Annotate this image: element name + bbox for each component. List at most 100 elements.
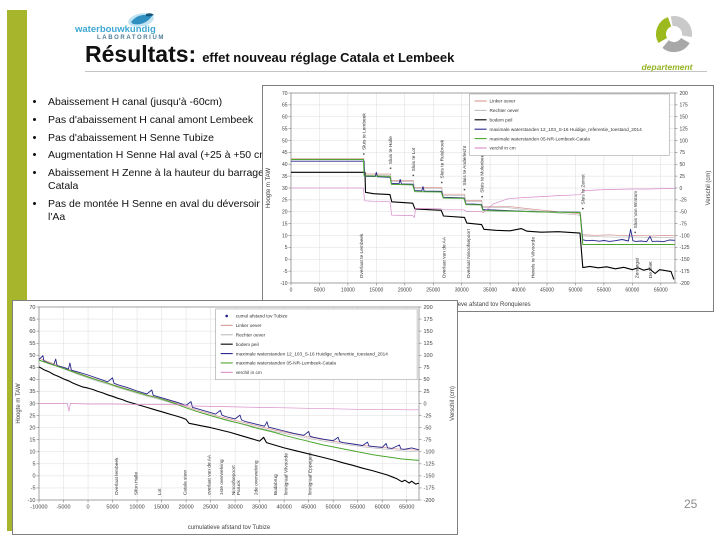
departement-logo-icon <box>656 16 692 53</box>
svg-text:-100: -100 <box>680 233 690 239</box>
bottom-chart: -10000 -5000 0 5000 10000 15000 20000 25000 3000… <box>16 305 456 531</box>
svg-text:Hoogte m TAW: Hoogte m TAW <box>16 383 22 424</box>
departement-logo-caption: departement <box>641 62 693 72</box>
svg-text:-25: -25 <box>424 413 432 419</box>
page-title-main: Résultats: <box>85 41 197 67</box>
svg-text:Sifon Halle: Sifon Halle <box>134 472 140 496</box>
svg-text:Sluis te Lembeek: Sluis te Lembeek <box>361 113 367 150</box>
bullet-list: Abaissement H canal (jusqu'à -60cm) Pas … <box>32 96 276 228</box>
svg-text:25: 25 <box>282 198 288 204</box>
svg-text:1ste overwelving: 1ste overwelving <box>219 459 225 495</box>
svg-text:25: 25 <box>424 389 430 395</box>
svg-text:0: 0 <box>285 257 288 263</box>
header-divider <box>85 71 707 72</box>
svg-text:60: 60 <box>282 115 288 121</box>
svg-text:0: 0 <box>680 186 683 192</box>
waterbouwkundig-logo-icon <box>128 13 154 27</box>
page-number: 25 <box>684 497 698 511</box>
svg-text:-75: -75 <box>680 221 687 227</box>
waterbouwkundig-logo-text: waterbouwkundig <box>75 24 156 35</box>
svg-text:Paruck: Paruck <box>236 480 242 496</box>
svg-text:30000: 30000 <box>227 505 242 511</box>
svg-text:60000: 60000 <box>625 288 639 294</box>
svg-text:175: 175 <box>680 103 689 109</box>
svg-text:overlaat van de AA: overlaat van de AA <box>206 454 212 495</box>
svg-text:30: 30 <box>29 401 35 407</box>
svg-text:25000: 25000 <box>426 288 440 294</box>
svg-text:Rechter oever: Rechter oever <box>236 332 266 337</box>
top-chart: 0 5000 10000 15000 20000 25000 30000 35000 40000… <box>266 91 712 308</box>
bottom-chart-panel: -10000 -5000 0 5000 10000 15000 20000 25000 3000… <box>12 300 458 535</box>
svg-text:50000: 50000 <box>568 288 582 294</box>
svg-text:30000: 30000 <box>455 288 469 294</box>
svg-text:Budabrug: Budabrug <box>273 474 279 495</box>
svg-text:Overlaat te Lembeek: Overlaat te Lembeek <box>359 233 365 278</box>
svg-text:-10: -10 <box>280 281 287 287</box>
svg-text:65: 65 <box>282 103 288 109</box>
svg-text:25: 25 <box>29 413 35 419</box>
svg-text:150: 150 <box>424 329 433 335</box>
svg-text:10: 10 <box>29 450 35 456</box>
svg-text:45000: 45000 <box>301 505 316 511</box>
svg-text:45000: 45000 <box>540 288 554 294</box>
svg-text:0: 0 <box>87 505 90 511</box>
page-title-sub: effet nouveau réglage Catala et Lembeek <box>202 50 455 65</box>
svg-text:-75: -75 <box>424 437 432 443</box>
svg-text:35000: 35000 <box>483 288 497 294</box>
svg-text:20000: 20000 <box>178 505 193 511</box>
svg-text:100: 100 <box>680 138 689 144</box>
svg-text:Linker oever: Linker oever <box>236 323 262 328</box>
svg-text:maximale waterstanden 05-NR-Le: maximale waterstanden 05-NR-Lembeek-Cata… <box>236 361 337 366</box>
svg-text:10000: 10000 <box>341 288 355 294</box>
svg-text:Catala stuw: Catala stuw <box>183 470 189 496</box>
svg-text:15000: 15000 <box>369 288 383 294</box>
svg-text:40000: 40000 <box>277 505 292 511</box>
svg-text:50000: 50000 <box>326 505 341 511</box>
svg-text:55: 55 <box>29 341 35 347</box>
svg-text:Sluis te Lot: Sluis te Lot <box>411 147 417 171</box>
svg-text:10: 10 <box>282 233 288 239</box>
svg-text:-10: -10 <box>28 498 36 504</box>
svg-text:Ninoofsepoort: Ninoofsepoort <box>231 465 237 496</box>
svg-text:Sluis te Halle: Sluis te Halle <box>388 136 394 164</box>
top-chart-panel: 0 5000 10000 15000 20000 25000 30000 35000 40000… <box>262 85 714 312</box>
svg-text:65000: 65000 <box>654 288 668 294</box>
svg-text:40: 40 <box>29 377 35 383</box>
bullet-item: Pas d'abaissement H canal amont Lembeek <box>46 114 276 127</box>
svg-text:Sluis Van Wintam: Sluis Van Wintam <box>633 191 639 229</box>
laboratorium-logo-text: LABORATORIUM <box>97 35 165 41</box>
svg-text:150: 150 <box>680 115 689 121</box>
svg-text:0: 0 <box>424 401 427 407</box>
svg-text:verchil in cm: verchil in cm <box>236 370 262 375</box>
svg-text:35: 35 <box>282 174 288 180</box>
svg-text:-5: -5 <box>283 269 288 275</box>
bullet-item: Pas d'abaissement H Senne Tubize <box>46 132 276 145</box>
svg-text:175: 175 <box>424 317 433 323</box>
svg-text:-200: -200 <box>680 281 690 287</box>
svg-text:50: 50 <box>282 138 288 144</box>
svg-text:65: 65 <box>29 317 35 323</box>
svg-text:Overlaat lembeek: Overlaat lembeek <box>114 457 120 495</box>
svg-text:25000: 25000 <box>203 505 218 511</box>
svg-text:50: 50 <box>680 162 686 168</box>
svg-text:Overlaat Ninoofsepoort: Overlaat Ninoofsepoort <box>466 228 472 278</box>
svg-text:65000: 65000 <box>399 505 414 511</box>
svg-text:Rechter oever: Rechter oever <box>490 108 520 113</box>
svg-text:20: 20 <box>29 425 35 431</box>
svg-text:60000: 60000 <box>375 505 390 511</box>
svg-text:200: 200 <box>424 305 433 311</box>
svg-text:15000: 15000 <box>154 505 169 511</box>
svg-text:Hoogte m TAW: Hoogte m TAW <box>266 168 272 209</box>
bullet-item: Abaissement H canal (jusqu'à -60cm) <box>46 96 276 109</box>
svg-text:45: 45 <box>29 365 35 371</box>
page-title: Résultats: effet nouveau réglage Catala e… <box>85 41 454 68</box>
svg-text:Overlaat van de AA: Overlaat van de AA <box>442 236 448 278</box>
svg-text:maximale waterstanden 12_103_S: maximale waterstanden 12_103_S-16 Huidig… <box>236 351 389 356</box>
svg-text:maximale waterstanden 05-NR-Le: maximale waterstanden 05-NR-Lembeek-Cata… <box>490 136 591 141</box>
svg-text:75: 75 <box>424 365 430 371</box>
svg-text:70: 70 <box>29 305 35 311</box>
svg-text:-150: -150 <box>680 257 690 263</box>
svg-text:limnigraaf Eppegem: limnigraaf Eppegem <box>307 453 313 496</box>
svg-text:70: 70 <box>282 91 288 97</box>
